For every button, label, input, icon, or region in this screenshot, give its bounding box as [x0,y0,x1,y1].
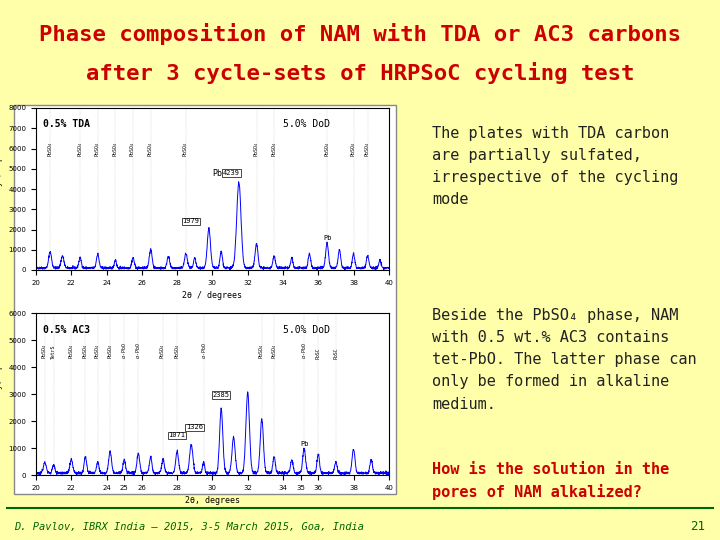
Text: 1979: 1979 [182,218,199,225]
Text: PbSO$_4$: PbSO$_4$ [40,343,49,359]
Text: D. Pavlov, IBRX India – 2015, 3-5 March 2015, Goa, India: D. Pavlov, IBRX India – 2015, 3-5 March … [14,522,364,532]
Text: 2385: 2385 [212,392,230,398]
Text: TetrS: TetrS [51,345,56,359]
X-axis label: 2θ / degrees: 2θ / degrees [182,291,243,300]
Text: 1071: 1071 [168,433,185,438]
Text: Pb: Pb [212,169,222,178]
Text: PbSO$_4$: PbSO$_4$ [323,141,331,157]
Text: PbSO$_4$: PbSO$_4$ [181,141,190,157]
Text: PbSO$_4$: PbSO$_4$ [173,343,181,359]
Text: after 3 cycle-sets of HRPSoC cycling test: after 3 cycle-sets of HRPSoC cycling tes… [86,62,634,84]
Text: PbSO$_4$: PbSO$_4$ [349,141,358,157]
Text: PbSO$_4$: PbSO$_4$ [94,343,102,359]
Text: Phase composition of NAM with TDA or AC3 carbons: Phase composition of NAM with TDA or AC3… [39,23,681,45]
X-axis label: 2θ, degrees: 2θ, degrees [185,496,240,505]
Text: PbSC: PbSC [333,348,338,359]
Y-axis label: Intensity, cps: Intensity, cps [0,359,3,429]
FancyBboxPatch shape [14,105,396,494]
Text: PbSO$_4$: PbSO$_4$ [67,343,76,359]
Text: 0.5% AC3: 0.5% AC3 [43,325,90,335]
Text: PbSO$_4$: PbSO$_4$ [81,343,90,359]
Text: PbSO$_4$: PbSO$_4$ [129,141,138,157]
Y-axis label: Intensity / cps: Intensity / cps [0,152,3,226]
Text: 1326: 1326 [186,424,203,430]
Text: 5.0% DoD: 5.0% DoD [283,325,330,335]
Text: $\alpha$-PbO: $\alpha$-PbO [300,342,308,359]
Text: The plates with TDA carbon
are partially sulfated,
irrespective of the cycling
m: The plates with TDA carbon are partially… [432,125,678,207]
Text: Pb: Pb [323,234,332,241]
Text: PbSO$_4$: PbSO$_4$ [76,141,84,157]
Text: PbSO$_4$: PbSO$_4$ [111,141,120,157]
Text: PbSO$_4$: PbSO$_4$ [363,141,372,157]
Text: $\alpha$-PbO: $\alpha$-PbO [199,342,207,359]
Text: How is the solution in the
pores of NAM alkalized?: How is the solution in the pores of NAM … [432,462,670,501]
Text: $\alpha$-PbO: $\alpha$-PbO [120,342,128,359]
Text: PbSO$_4$: PbSO$_4$ [257,343,266,359]
Text: $\alpha$-PbO: $\alpha$-PbO [135,342,143,359]
Text: 0.5% TDA: 0.5% TDA [43,119,90,130]
Text: Beside the PbSO₄ phase, NAM
with 0.5 wt.% AC3 contains
tet-PbO. The latter phase: Beside the PbSO₄ phase, NAM with 0.5 wt.… [432,308,697,411]
Text: 4239: 4239 [223,170,240,176]
Text: 5.0% DoD: 5.0% DoD [283,119,330,130]
Text: PbSO$_4$: PbSO$_4$ [252,141,261,157]
Text: PbSO$_4$: PbSO$_4$ [146,141,155,157]
Text: PbSC: PbSC [316,348,320,359]
Text: PbSO$_4$: PbSO$_4$ [94,141,102,157]
Text: PbSO$_4$: PbSO$_4$ [270,343,279,359]
Text: PbSO$_4$: PbSO$_4$ [45,141,55,157]
Text: PbSO$_4$: PbSO$_4$ [158,343,168,359]
Text: PbSO$_4$: PbSO$_4$ [106,343,114,359]
Text: Pb: Pb [301,441,309,447]
Text: PbSO$_4$: PbSO$_4$ [270,141,279,157]
Text: 21: 21 [690,520,706,534]
